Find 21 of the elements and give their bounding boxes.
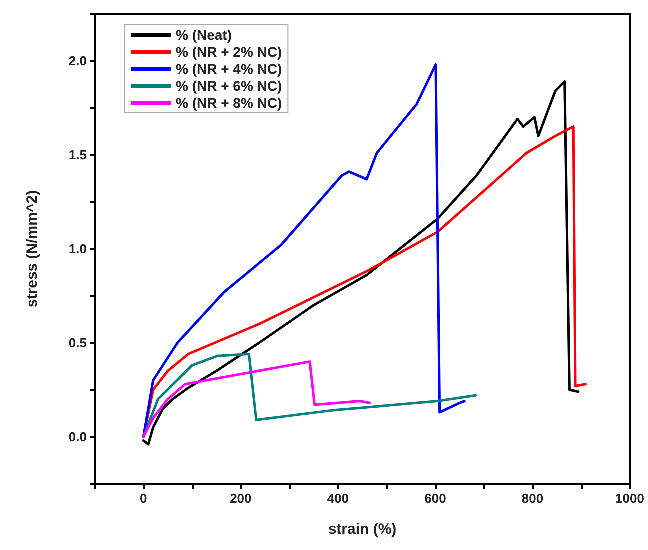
x-tick-label: 600 [424,491,446,506]
legend-label: % (NR + 6% NC) [176,78,282,94]
legend-label: % (NR + 2% NC) [176,44,282,60]
line-series [142,80,580,446]
legend-label: % (NR + 4% NC) [176,61,282,77]
y-tick-label: 1.0 [68,242,87,256]
x-tick-label: 400 [327,491,350,506]
y-tick-label: 1.5 [68,148,87,162]
y-axis-title: stress (N/mm^2) [24,190,41,308]
x-tick-label: 1000 [616,491,644,506]
x-tick-label: 200 [230,491,252,506]
x-tick-label: 800 [522,491,544,506]
legend-label: % (NR + 8% NC) [176,95,282,111]
legend-label: % (Neat) [176,27,232,43]
y-tick-label: 0.0 [68,430,87,444]
x-axis-title: strain (%) [328,521,397,538]
line-series [142,64,466,438]
y-tick-label: 2.0 [68,54,87,68]
x-tick-label: 0 [140,491,148,506]
y-tick-label: 0.5 [68,336,87,350]
line-series [142,360,372,438]
